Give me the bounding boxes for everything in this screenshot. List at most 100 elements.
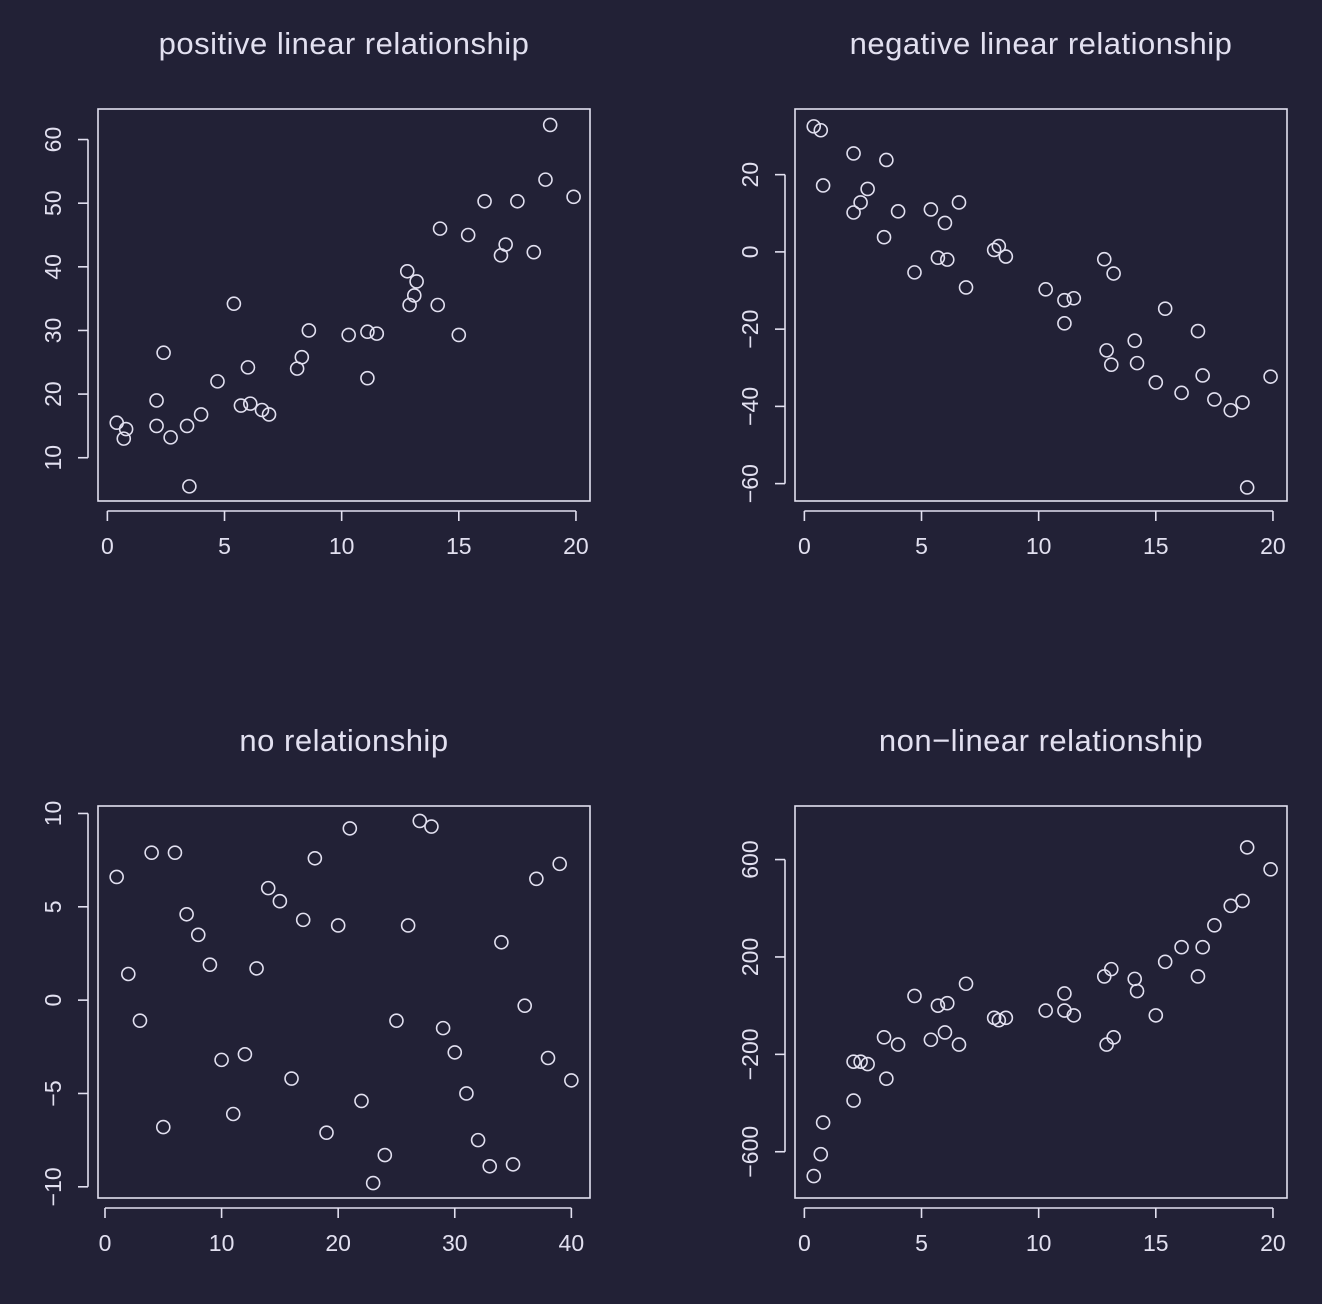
data-point bbox=[342, 821, 358, 836]
data-point bbox=[1127, 333, 1143, 349]
x-tick-label: 0 bbox=[798, 533, 811, 559]
data-point bbox=[1239, 840, 1255, 855]
data-point bbox=[149, 393, 164, 408]
y-axis: −10 −5 0 5 10 bbox=[40, 801, 89, 1206]
data-point bbox=[226, 296, 242, 312]
x-tick-label: 10 bbox=[1026, 533, 1052, 559]
data-point bbox=[400, 918, 416, 933]
data-point bbox=[494, 934, 509, 950]
data-point bbox=[399, 263, 415, 279]
data-point bbox=[155, 1119, 171, 1135]
data-point bbox=[460, 227, 476, 243]
data-point bbox=[389, 1013, 404, 1028]
data-point bbox=[1207, 918, 1222, 933]
y-tick-label: 600 bbox=[737, 840, 763, 878]
data-point bbox=[1148, 375, 1164, 390]
x-tick-label: 30 bbox=[442, 1230, 468, 1256]
data-point bbox=[1099, 343, 1114, 358]
data-point bbox=[923, 202, 939, 217]
x-tick-label: 15 bbox=[1143, 1230, 1169, 1256]
y-tick-label: 50 bbox=[40, 190, 66, 216]
data-point bbox=[1127, 971, 1143, 987]
data-point bbox=[451, 327, 467, 343]
data-point bbox=[190, 927, 206, 943]
y-tick-label: −200 bbox=[737, 1028, 763, 1080]
data-point bbox=[930, 998, 946, 1013]
x-tick-label: 0 bbox=[798, 1230, 811, 1256]
plot-frame bbox=[794, 108, 1288, 502]
data-point bbox=[424, 819, 439, 834]
data-point bbox=[109, 415, 125, 431]
data-point bbox=[860, 1056, 875, 1072]
data-point bbox=[958, 280, 974, 295]
data-point bbox=[179, 418, 195, 434]
panel-title: non−linear relationship bbox=[879, 723, 1203, 758]
panel-title: negative linear relationship bbox=[850, 26, 1233, 61]
data-point bbox=[447, 1045, 463, 1060]
data-point bbox=[806, 119, 822, 134]
y-tick-label: −10 bbox=[40, 1167, 66, 1206]
panel-non-linear: non−linear relationship 0 5 10 15 20 −600 −200 2… bbox=[737, 723, 1288, 1256]
data-point bbox=[163, 430, 178, 445]
plot-frame bbox=[97, 108, 591, 502]
data-point bbox=[167, 845, 183, 860]
x-axis: 0 5 10 15 20 bbox=[798, 1207, 1286, 1256]
data-point bbox=[295, 912, 311, 928]
data-point bbox=[254, 402, 270, 418]
data-point bbox=[876, 1030, 892, 1045]
data-point bbox=[498, 237, 513, 252]
x-tick-label: 10 bbox=[329, 533, 355, 559]
data-point bbox=[813, 122, 829, 138]
data-point bbox=[1066, 290, 1082, 306]
data-point bbox=[242, 396, 258, 411]
data-point bbox=[470, 1132, 486, 1148]
data-point bbox=[237, 1046, 253, 1062]
data-point bbox=[846, 146, 861, 161]
data-point bbox=[402, 297, 417, 313]
data-point bbox=[118, 421, 134, 437]
data-point bbox=[526, 244, 542, 260]
y-tick-label: −60 bbox=[737, 464, 763, 503]
data-point bbox=[193, 407, 209, 422]
data-point bbox=[890, 1037, 906, 1052]
data-point bbox=[121, 966, 136, 982]
data-point bbox=[1066, 1008, 1082, 1023]
data-point bbox=[505, 1157, 521, 1172]
y-tick-label: 10 bbox=[40, 801, 66, 827]
data-point bbox=[937, 1025, 953, 1040]
data-point bbox=[249, 961, 264, 976]
panel-title: positive linear relationship bbox=[159, 26, 530, 61]
y-axis: −600 −200 200 600 bbox=[737, 840, 786, 1178]
x-tick-label: 40 bbox=[559, 1230, 585, 1256]
data-points bbox=[806, 119, 1278, 495]
data-point bbox=[1190, 969, 1206, 984]
data-point bbox=[879, 152, 894, 168]
data-point bbox=[360, 370, 375, 386]
y-tick-label: 40 bbox=[40, 254, 66, 280]
data-point bbox=[406, 288, 422, 303]
x-tick-label: 5 bbox=[915, 1230, 928, 1256]
data-point bbox=[430, 297, 446, 313]
x-tick-label: 10 bbox=[1026, 1230, 1052, 1256]
x-tick-label: 15 bbox=[446, 533, 472, 559]
data-point bbox=[294, 349, 310, 365]
data-point bbox=[284, 1071, 299, 1086]
data-point bbox=[432, 221, 448, 236]
data-point bbox=[1148, 1008, 1164, 1023]
data-point bbox=[1223, 402, 1239, 418]
data-point bbox=[156, 345, 171, 361]
x-tick-label: 15 bbox=[1143, 533, 1169, 559]
data-point bbox=[307, 850, 323, 866]
data-point bbox=[846, 205, 861, 220]
data-point bbox=[853, 195, 868, 210]
data-point bbox=[1103, 357, 1119, 372]
y-tick-label: 0 bbox=[737, 245, 763, 258]
x-tick-label: 0 bbox=[101, 533, 114, 559]
data-point bbox=[202, 957, 218, 972]
x-tick-label: 5 bbox=[915, 533, 928, 559]
data-point bbox=[109, 869, 124, 885]
data-point bbox=[116, 431, 132, 446]
x-axis: 0 5 10 15 20 bbox=[798, 510, 1286, 559]
data-point bbox=[860, 181, 875, 197]
